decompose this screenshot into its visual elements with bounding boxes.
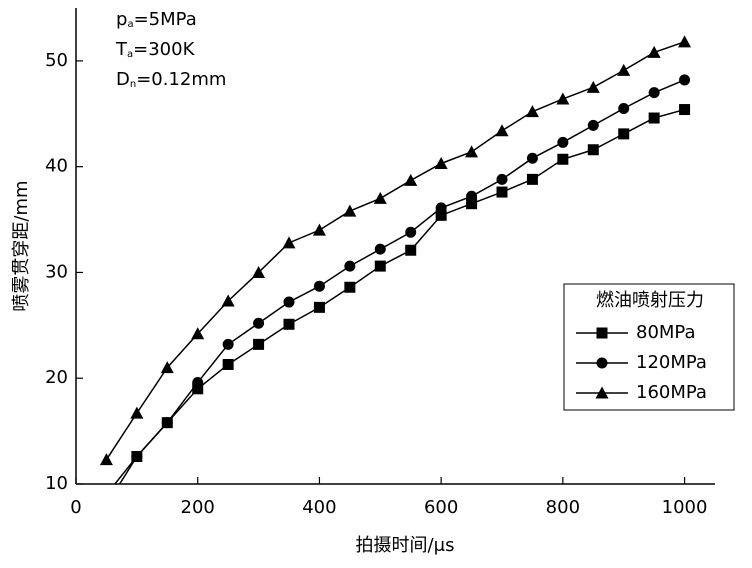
marker — [526, 152, 538, 164]
marker — [253, 338, 265, 350]
marker — [595, 386, 609, 399]
marker — [101, 489, 112, 500]
y-tick-label: 30 — [45, 261, 68, 282]
legend-box — [563, 283, 735, 411]
marker — [434, 156, 448, 169]
marker — [373, 191, 387, 204]
marker — [435, 209, 447, 221]
marker — [313, 280, 325, 292]
marker — [222, 358, 234, 370]
marker — [344, 281, 356, 293]
marker — [283, 318, 295, 330]
x-tick-label: 1000 — [662, 497, 708, 518]
legend: 燃油喷射压力 80MPa 120MPa 160MPa — [563, 283, 735, 411]
annotation: Dn=0.12mm — [116, 69, 226, 90]
marker — [466, 198, 478, 210]
marker — [192, 376, 204, 388]
annotation-part: =5MPa — [134, 9, 197, 30]
marker — [465, 145, 479, 158]
marker — [496, 173, 508, 185]
y-tick-label: 40 — [45, 156, 68, 177]
x-tick-label: 800 — [546, 497, 580, 518]
y-axis-label: 喷雾贯穿距/mm — [11, 180, 32, 311]
series-line — [105, 41, 685, 461]
marker — [161, 417, 173, 429]
legend-label: 160MPa — [636, 382, 707, 403]
legend-label: 120MPa — [636, 352, 707, 373]
marker — [99, 453, 113, 466]
marker — [648, 87, 660, 99]
marker — [405, 244, 417, 256]
marker — [312, 223, 326, 236]
marker — [253, 317, 265, 329]
marker — [556, 92, 570, 105]
x-axis-label: 拍摄时间/μs — [356, 535, 455, 556]
annotation: pa=5MPa — [116, 9, 197, 30]
marker — [101, 500, 112, 511]
marker — [525, 105, 539, 118]
marker — [526, 173, 538, 185]
x-tick-label: 600 — [424, 497, 458, 518]
marker — [596, 327, 608, 339]
marker — [344, 260, 356, 272]
annotation-part: =0.12mm — [136, 69, 226, 90]
marker — [587, 144, 599, 156]
x-tick-label: 200 — [181, 497, 215, 518]
marker — [647, 45, 661, 58]
legend-label: 80MPa — [636, 322, 696, 343]
marker — [618, 102, 630, 114]
marker — [617, 63, 631, 76]
marker — [160, 361, 174, 374]
marker — [678, 35, 692, 48]
marker — [435, 202, 447, 214]
marker — [587, 119, 599, 131]
y-tick-label: 20 — [45, 367, 68, 388]
marker — [495, 124, 509, 137]
marker — [557, 153, 569, 165]
marker — [679, 104, 691, 116]
marker — [557, 136, 569, 148]
marker — [496, 186, 508, 198]
marker — [618, 128, 630, 140]
marker — [191, 327, 205, 340]
x-tick-label: 400 — [302, 497, 336, 518]
plot-area — [99, 35, 692, 511]
annotation: Ta=300K — [115, 39, 196, 60]
x-tick-label: 0 — [70, 497, 81, 518]
annotation-subscript: a — [127, 19, 133, 30]
annotation-part: D — [116, 69, 130, 90]
annotation-part: T — [115, 39, 128, 60]
marker — [282, 236, 296, 249]
marker — [313, 301, 325, 313]
marker — [648, 112, 660, 124]
y-tick-label: 50 — [45, 50, 68, 71]
marker — [130, 406, 144, 419]
marker — [252, 265, 266, 278]
marker — [679, 74, 691, 86]
marker — [405, 226, 417, 238]
marker — [586, 80, 600, 93]
legend-title: 燃油喷射压力 — [596, 290, 704, 311]
marker — [343, 204, 357, 217]
marker — [404, 173, 418, 186]
annotation-subscript: n — [130, 79, 136, 90]
marker — [596, 357, 608, 369]
marker — [466, 190, 478, 202]
marker — [222, 338, 234, 350]
marker — [221, 294, 235, 307]
series-line — [113, 79, 685, 484]
annotation-part: p — [116, 9, 127, 30]
y-tick-label: 10 — [45, 473, 68, 494]
marker — [283, 296, 295, 308]
annotation-part: =300K — [133, 39, 195, 60]
marker — [374, 260, 386, 272]
marker — [192, 383, 204, 395]
marker — [374, 243, 386, 255]
marker — [131, 450, 143, 462]
annotation-subscript: a — [127, 49, 133, 60]
